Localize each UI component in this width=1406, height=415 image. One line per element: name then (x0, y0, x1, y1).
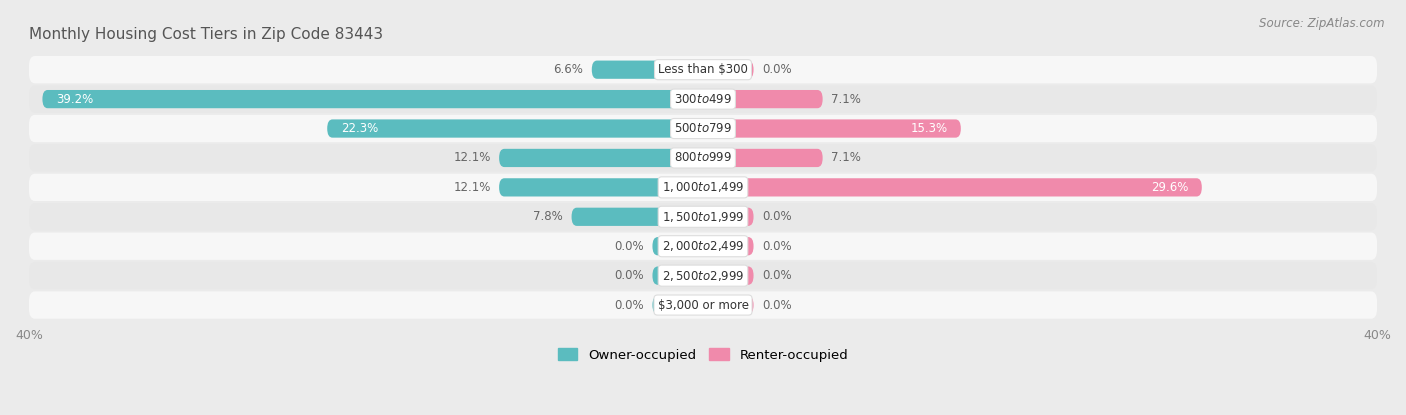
FancyBboxPatch shape (592, 61, 703, 79)
Text: $1,500 to $1,999: $1,500 to $1,999 (662, 210, 744, 224)
Text: 22.3%: 22.3% (340, 122, 378, 135)
FancyBboxPatch shape (30, 262, 1376, 289)
Text: 0.0%: 0.0% (762, 269, 792, 282)
Text: Monthly Housing Cost Tiers in Zip Code 83443: Monthly Housing Cost Tiers in Zip Code 8… (30, 27, 382, 42)
FancyBboxPatch shape (499, 178, 703, 196)
FancyBboxPatch shape (30, 56, 1376, 83)
Text: 15.3%: 15.3% (910, 122, 948, 135)
FancyBboxPatch shape (30, 291, 1376, 319)
Text: 29.6%: 29.6% (1152, 181, 1188, 194)
Text: 7.8%: 7.8% (533, 210, 564, 223)
Text: $1,000 to $1,499: $1,000 to $1,499 (662, 181, 744, 194)
Text: Less than $300: Less than $300 (658, 63, 748, 76)
Text: 0.0%: 0.0% (614, 240, 644, 253)
FancyBboxPatch shape (703, 120, 960, 138)
Text: $2,000 to $2,499: $2,000 to $2,499 (662, 239, 744, 253)
FancyBboxPatch shape (703, 296, 754, 314)
FancyBboxPatch shape (703, 178, 1202, 196)
FancyBboxPatch shape (30, 115, 1376, 142)
FancyBboxPatch shape (30, 85, 1376, 113)
Text: 6.6%: 6.6% (554, 63, 583, 76)
Text: 12.1%: 12.1% (453, 181, 491, 194)
FancyBboxPatch shape (499, 149, 703, 167)
Text: 0.0%: 0.0% (762, 63, 792, 76)
Text: 39.2%: 39.2% (56, 93, 93, 105)
Text: $2,500 to $2,999: $2,500 to $2,999 (662, 269, 744, 283)
FancyBboxPatch shape (30, 232, 1376, 260)
FancyBboxPatch shape (30, 174, 1376, 201)
FancyBboxPatch shape (703, 266, 754, 285)
Text: 7.1%: 7.1% (831, 93, 860, 105)
Text: 12.1%: 12.1% (453, 151, 491, 164)
Text: 0.0%: 0.0% (614, 269, 644, 282)
Text: 0.0%: 0.0% (614, 298, 644, 312)
Text: $500 to $799: $500 to $799 (673, 122, 733, 135)
Legend: Owner-occupied, Renter-occupied: Owner-occupied, Renter-occupied (553, 343, 853, 367)
Text: Source: ZipAtlas.com: Source: ZipAtlas.com (1260, 17, 1385, 29)
FancyBboxPatch shape (42, 90, 703, 108)
FancyBboxPatch shape (703, 237, 754, 255)
Text: 0.0%: 0.0% (762, 240, 792, 253)
FancyBboxPatch shape (328, 120, 703, 138)
FancyBboxPatch shape (703, 149, 823, 167)
FancyBboxPatch shape (30, 144, 1376, 172)
FancyBboxPatch shape (30, 203, 1376, 230)
FancyBboxPatch shape (703, 208, 754, 226)
FancyBboxPatch shape (572, 208, 703, 226)
FancyBboxPatch shape (652, 266, 703, 285)
FancyBboxPatch shape (703, 90, 823, 108)
Text: 7.1%: 7.1% (831, 151, 860, 164)
Text: $800 to $999: $800 to $999 (673, 151, 733, 164)
Text: 0.0%: 0.0% (762, 298, 792, 312)
FancyBboxPatch shape (652, 237, 703, 255)
Text: $3,000 or more: $3,000 or more (658, 298, 748, 312)
FancyBboxPatch shape (703, 61, 754, 79)
Text: $300 to $499: $300 to $499 (673, 93, 733, 105)
FancyBboxPatch shape (652, 296, 703, 314)
Text: 0.0%: 0.0% (762, 210, 792, 223)
